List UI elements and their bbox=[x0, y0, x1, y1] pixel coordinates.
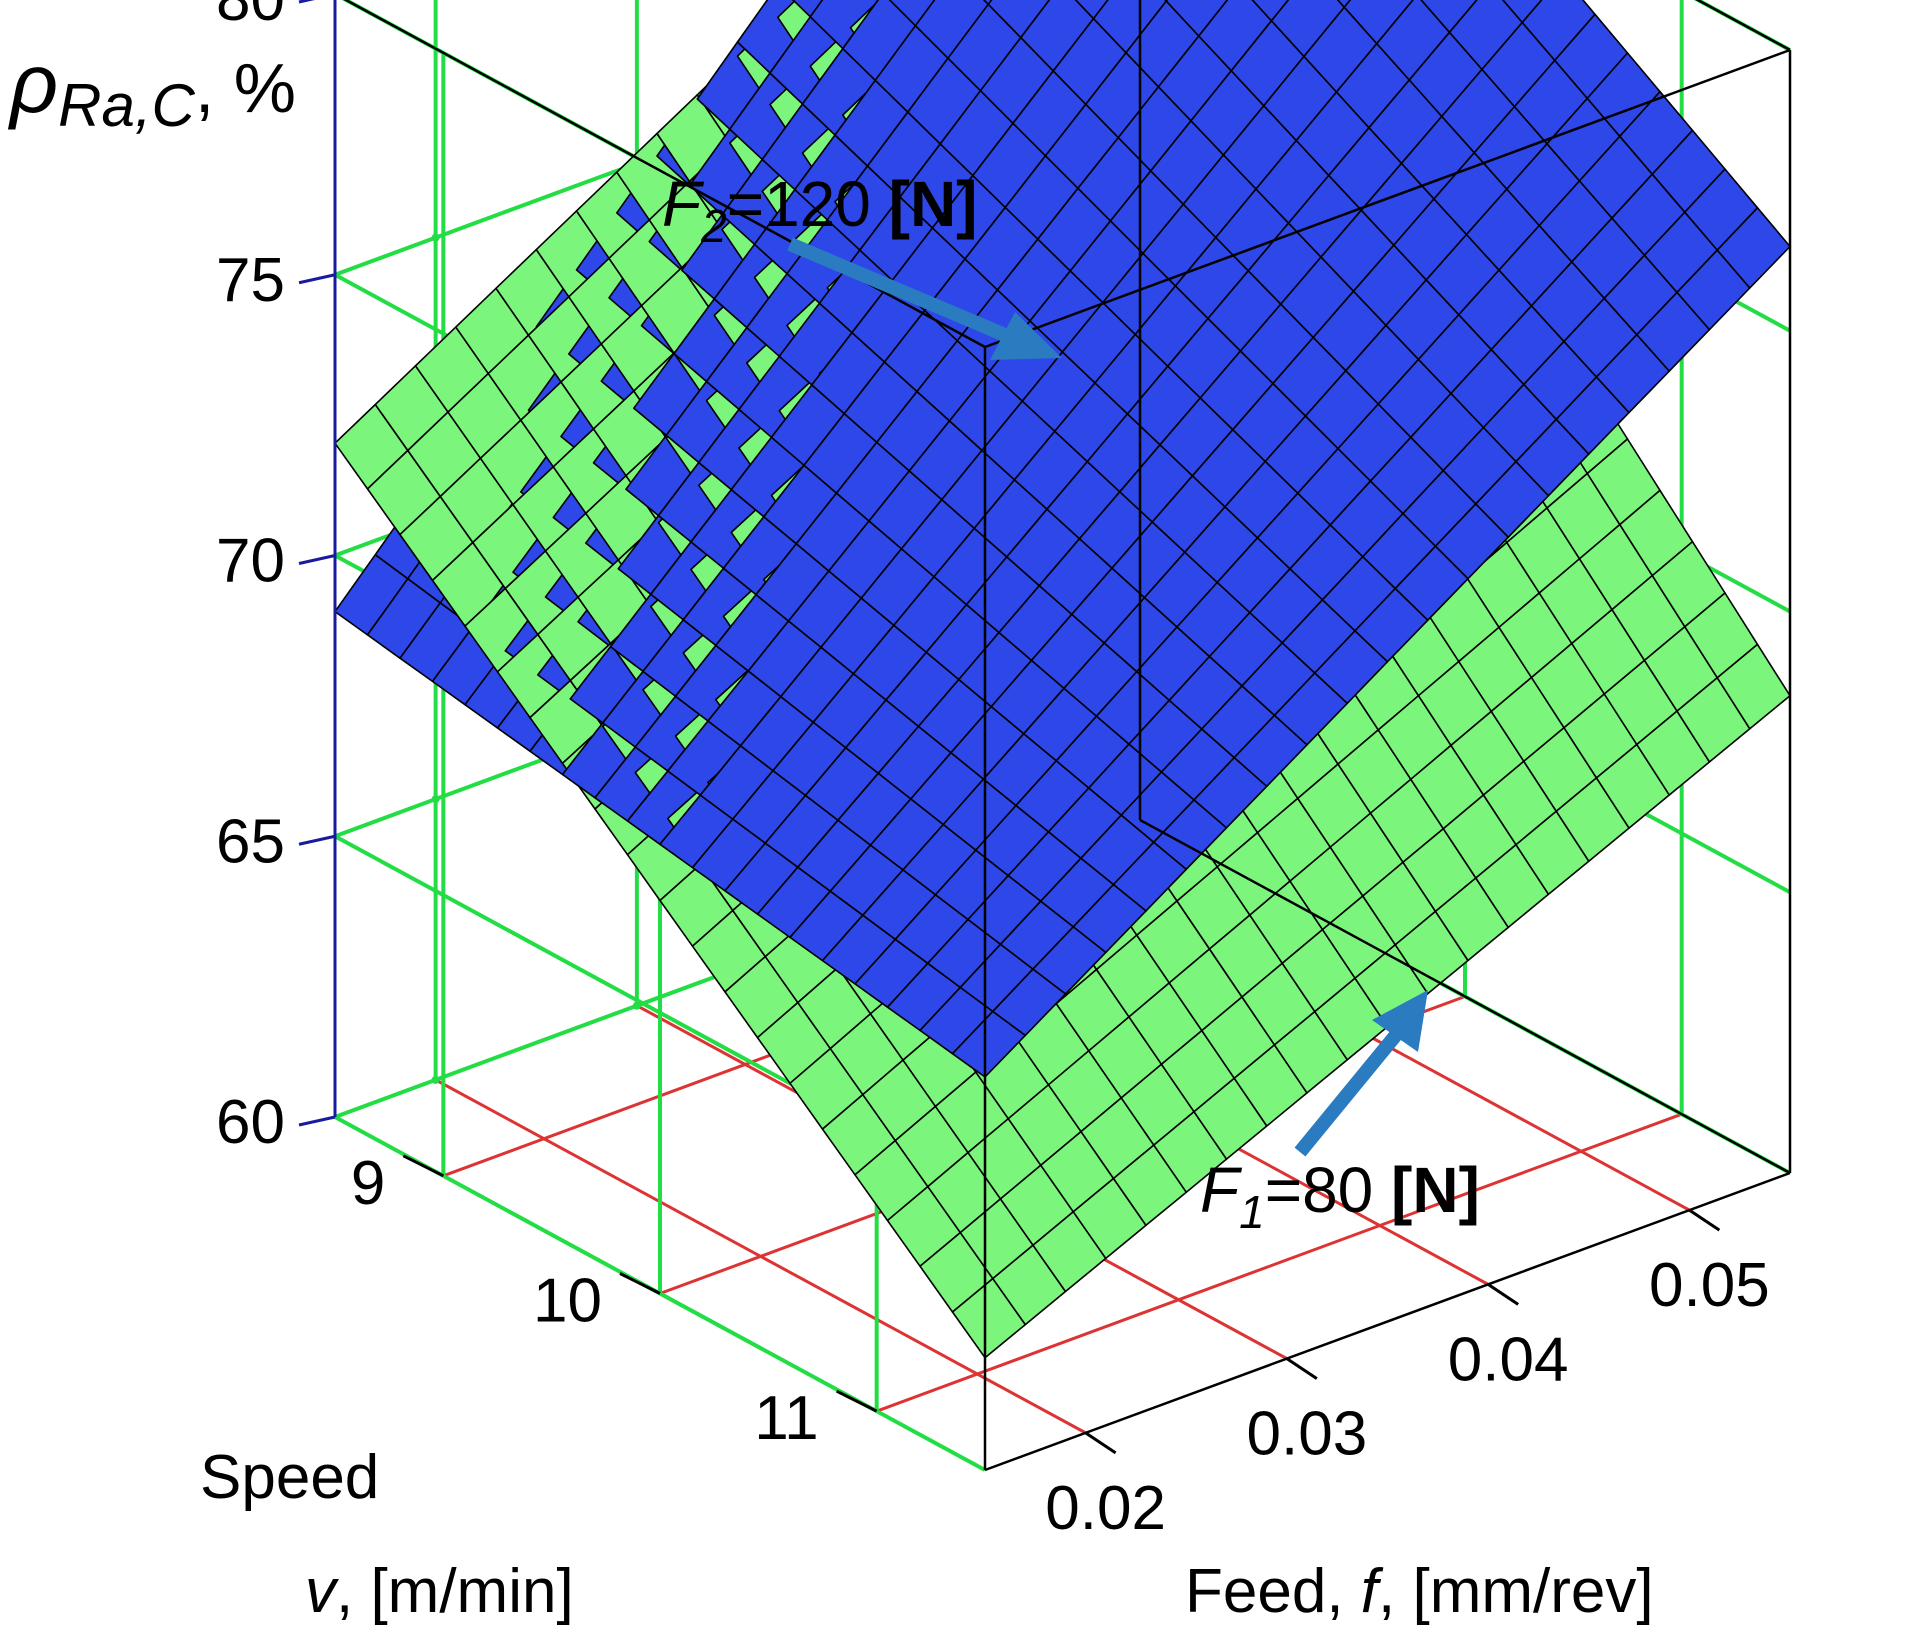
annotation-f2: F2=120 [N] bbox=[662, 168, 1062, 360]
z-tick-label: 80 bbox=[216, 0, 285, 34]
z-axis-title: ρRa,C, % bbox=[7, 36, 296, 139]
x-tick-mark bbox=[1084, 1431, 1117, 1455]
x-tick-mark bbox=[1688, 1208, 1721, 1232]
surface-cell-f2 bbox=[1716, 207, 1791, 289]
y-axis-title-line1: Speed bbox=[200, 1443, 379, 1512]
x-tick-mark bbox=[1487, 1283, 1519, 1306]
annotation-f2-label: F2=120 [N] bbox=[662, 168, 977, 252]
box-edge bbox=[984, 48, 1791, 349]
y-tick-mark bbox=[402, 1154, 445, 1178]
surface-cell-f2 bbox=[1336, 0, 1352, 8]
z-tick-label: 60 bbox=[216, 1088, 285, 1157]
y-tick-label: 11 bbox=[754, 1384, 818, 1453]
surface-cell-f2 bbox=[888, 0, 936, 27]
box-edge bbox=[1139, 818, 1791, 1175]
x-tick-label: 0.02 bbox=[1045, 1474, 1166, 1543]
grid-node bbox=[632, 1001, 641, 1010]
y-axis-title-line2: v, [m/min] bbox=[305, 1557, 574, 1626]
surface-cell-f2 bbox=[1501, 0, 1543, 24]
x-axis-title: Feed, f, [mm/rev] bbox=[1185, 1557, 1654, 1626]
z-tick-mark bbox=[298, 834, 336, 846]
y-tick-label: 10 bbox=[533, 1267, 602, 1336]
axes: 60 65 70 75 80 9 10 11 0.02 0.03 0.04 0.05 bbox=[216, 0, 1770, 1543]
surface-cell-f2 bbox=[982, 0, 993, 6]
surface-cell-f2 bbox=[1074, 0, 1109, 20]
z-tick-mark bbox=[298, 1115, 336, 1127]
z-tick-mark bbox=[298, 273, 336, 285]
x-tick-label: 0.03 bbox=[1247, 1400, 1368, 1469]
surface-cell-f2 bbox=[791, 0, 824, 18]
annotation-f2-arrow-head bbox=[990, 312, 1062, 360]
z-tick-mark bbox=[298, 0, 315, 4]
grid-node bbox=[431, 233, 440, 242]
x-tick-label: 0.04 bbox=[1448, 1325, 1569, 1394]
y-tick-label: 9 bbox=[351, 1149, 385, 1218]
surface-cell-f2 bbox=[1251, 0, 1290, 22]
floor-grid-line bbox=[876, 1112, 1683, 1413]
surfaces bbox=[334, 0, 1791, 1359]
x-tick-mark bbox=[1286, 1357, 1318, 1380]
surface-cell-f1 bbox=[1716, 643, 1791, 730]
annotation-f1-arrow-shaft bbox=[1294, 1025, 1406, 1157]
y-tick-mark bbox=[835, 1389, 878, 1413]
z-tick-mark bbox=[298, 554, 336, 565]
grid-node bbox=[431, 795, 440, 804]
y-tick-mark bbox=[619, 1272, 661, 1295]
annotation-f1-arrow-head bbox=[1372, 990, 1428, 1052]
annotation-f1-label: F1=80 [N] bbox=[1200, 1154, 1480, 1238]
box-edge bbox=[984, 1171, 1791, 1472]
z-tick-label: 65 bbox=[216, 807, 285, 876]
annotation-f1: F1=80 [N] bbox=[1200, 990, 1480, 1238]
annotation-f2-arrow-shaft bbox=[787, 237, 1015, 345]
z-tick-label: 70 bbox=[216, 527, 285, 596]
grid-node bbox=[431, 1075, 440, 1084]
z-tick-label: 75 bbox=[216, 246, 285, 315]
x-tick-label: 0.05 bbox=[1649, 1251, 1770, 1320]
